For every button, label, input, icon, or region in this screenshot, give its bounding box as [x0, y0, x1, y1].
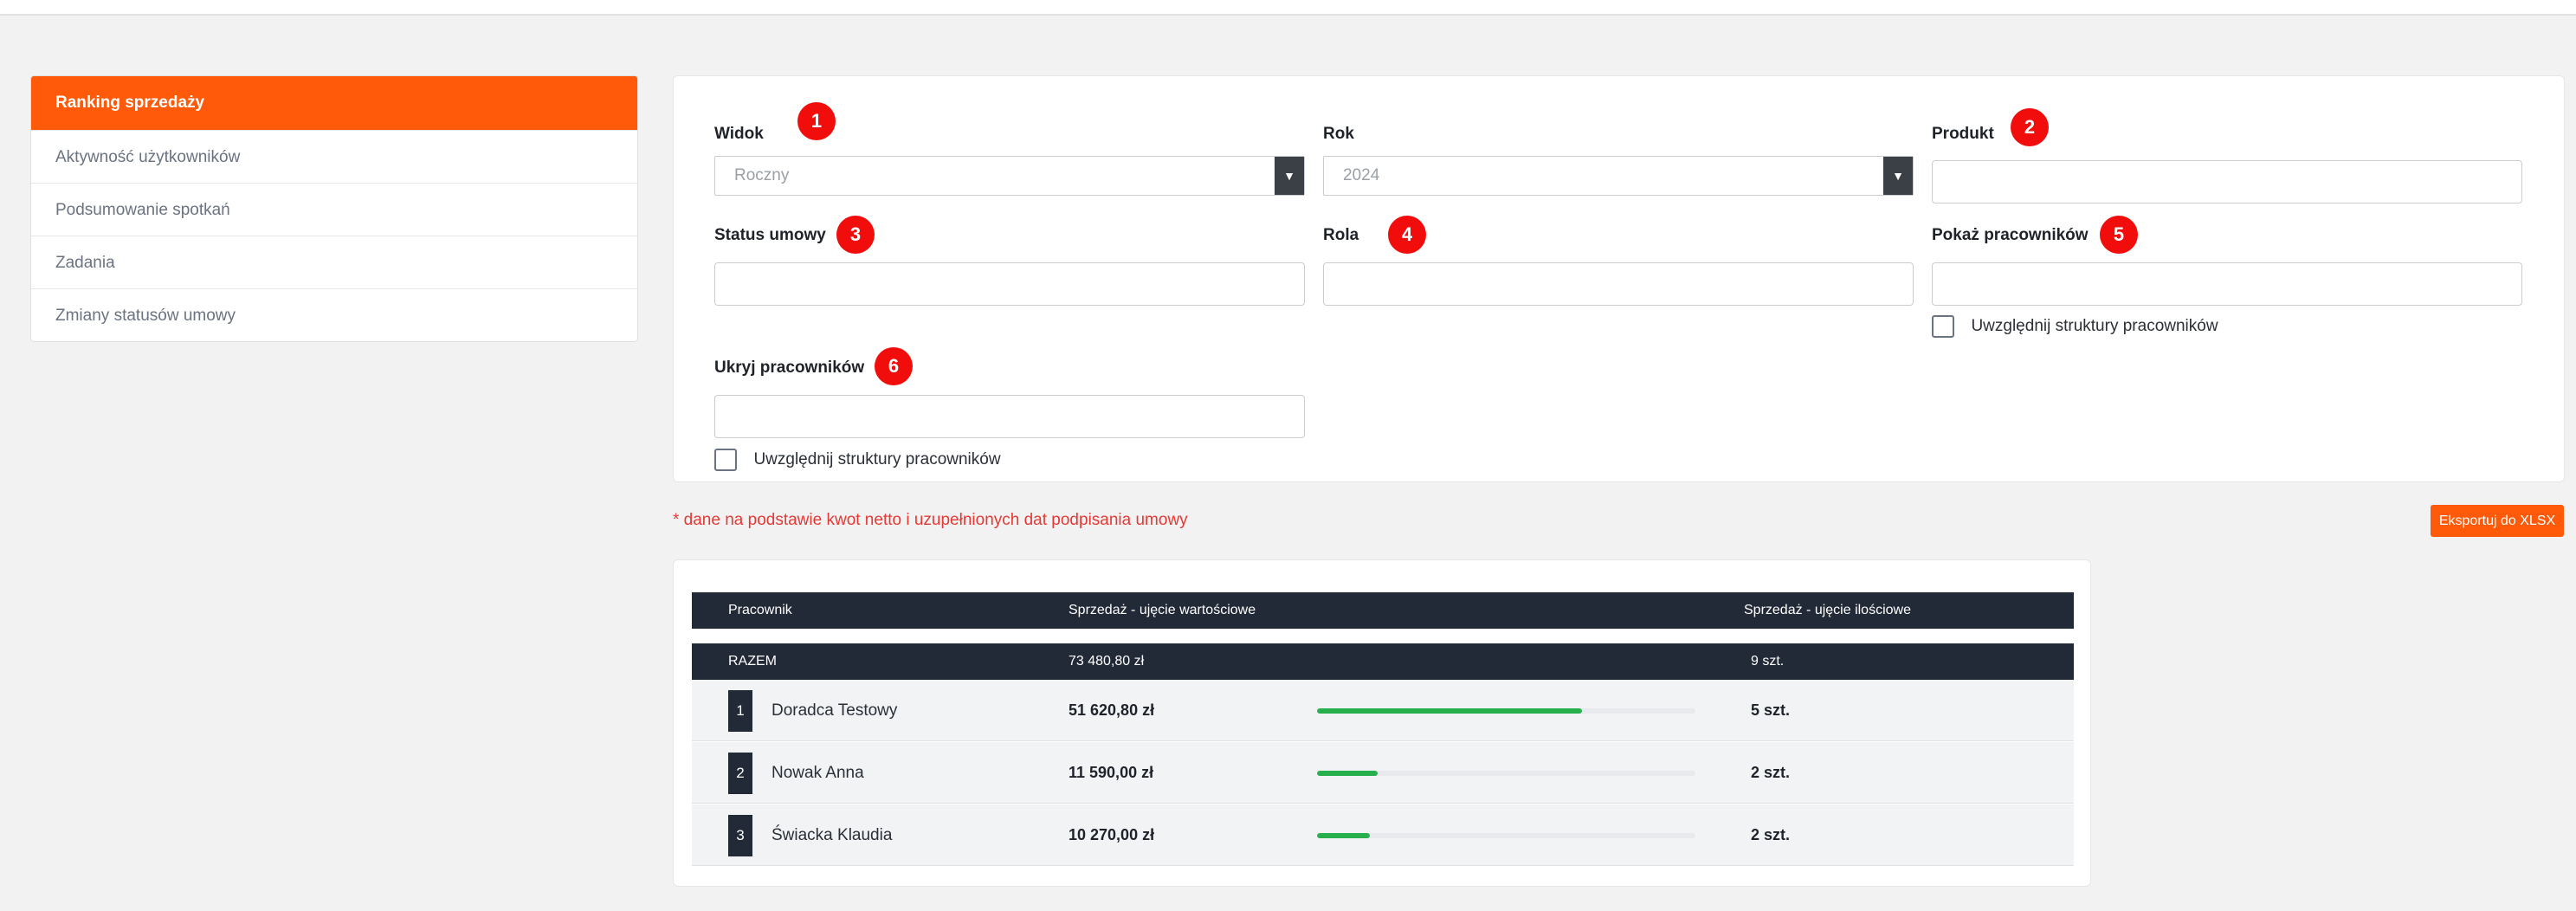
view-select[interactable]: Roczny ▼ — [714, 156, 1305, 196]
marker-badge-6: 6 — [875, 347, 913, 385]
rank-badge: 1 — [728, 690, 752, 732]
sidebar-item-sales-ranking[interactable]: Ranking sprzedaży — [31, 76, 637, 130]
rank-badge: 3 — [728, 815, 752, 856]
hide-employees-label: Ukryj pracowników — [714, 359, 865, 377]
export-xlsx-button[interactable]: Eksportuj do XLSX — [2431, 505, 2564, 537]
hide-employees-structure-option[interactable]: Uwzględnij struktury pracowników — [714, 449, 1001, 471]
employee-name: Doradca Testowy — [772, 701, 898, 720]
sales-share-bar — [1317, 708, 1695, 714]
sidebar-item-tasks[interactable]: Zadania — [31, 236, 637, 288]
report-sidebar: Ranking sprzedaży Aktywność użytkowników… — [30, 75, 638, 342]
marker-badge-5: 5 — [2100, 216, 2138, 254]
total-label: RAZEM — [728, 654, 777, 669]
sales-qty: 2 szt. — [1751, 764, 1791, 781]
sidebar-item-meetings-summary[interactable]: Podsumowanie spotkań — [31, 183, 637, 236]
year-select-value: 2024 — [1343, 166, 1380, 184]
employee-name: Świacka Klaudia — [772, 826, 893, 844]
table-row: 2 Nowak Anna 11 590,00 zł 2 szt. — [692, 742, 2074, 804]
data-basis-note: * dane na podstawie kwot netto i uzupełn… — [673, 511, 1188, 529]
total-row: RAZEM 73 480,80 zł 9 szt. — [692, 643, 2074, 680]
hide-employees-field: Ukryj pracowników 6 Uwzględnij struktury… — [714, 321, 1305, 471]
view-label: Widok — [714, 125, 764, 143]
show-employees-field: Pokaż pracowników 5 Uwzględnij struktury… — [1932, 189, 2522, 338]
filters-panel: Widok 1 Roczny ▼ Rok 2024 ▼ Produkt 2 St… — [673, 75, 2565, 482]
sales-value: 51 620,80 zł — [1068, 701, 1155, 719]
show-employees-structure-label: Uwzględnij struktury pracowników — [1971, 317, 2218, 335]
sales-qty: 5 szt. — [1751, 701, 1791, 719]
marker-badge-3: 3 — [836, 216, 875, 254]
hide-employees-structure-checkbox[interactable] — [714, 449, 737, 471]
table-row: 3 Świacka Klaudia 10 270,00 zł 2 szt. — [692, 804, 2074, 866]
sidebar-item-contract-status-changes[interactable]: Zmiany statusów umowy — [31, 288, 637, 341]
contract-status-label: Status umowy — [714, 226, 826, 244]
sales-qty: 2 szt. — [1751, 826, 1791, 843]
table-header: Pracownik Sprzedaż - ujęcie wartościowe … — [692, 592, 2074, 629]
product-input[interactable] — [1932, 160, 2522, 204]
show-employees-input[interactable] — [1932, 262, 2522, 306]
show-employees-label: Pokaż pracowników — [1932, 226, 2089, 244]
header-value-sales: Sprzedaż - ujęcie wartościowe — [1068, 603, 1256, 617]
dropdown-arrow-icon[interactable]: ▼ — [1275, 157, 1304, 195]
table-row: 1 Doradca Testowy 51 620,80 zł 5 szt. — [692, 680, 2074, 741]
total-value: 73 480,80 zł — [1068, 654, 1145, 669]
view-field: Widok 1 Roczny ▼ — [714, 100, 1305, 196]
show-employees-structure-option[interactable]: Uwzględnij struktury pracowników — [1932, 315, 2218, 338]
sales-share-bar-fill — [1317, 833, 1371, 838]
sales-value: 11 590,00 zł — [1068, 764, 1154, 781]
marker-badge-1: 1 — [797, 102, 836, 140]
sales-share-bar — [1317, 833, 1695, 838]
role-label: Rola — [1323, 226, 1359, 244]
contract-status-field: Status umowy 3 — [714, 189, 1305, 306]
hide-employees-input[interactable] — [714, 395, 1305, 438]
dropdown-arrow-icon[interactable]: ▼ — [1883, 157, 1913, 195]
marker-badge-2: 2 — [2011, 108, 2049, 146]
show-employees-structure-checkbox[interactable] — [1932, 315, 1954, 338]
sales-share-bar-fill — [1317, 771, 1378, 776]
employee-name: Nowak Anna — [772, 764, 864, 782]
year-select[interactable]: 2024 ▼ — [1323, 156, 1914, 196]
role-input[interactable] — [1323, 262, 1914, 306]
year-label: Rok — [1323, 125, 1354, 143]
hide-employees-structure-label: Uwzględnij struktury pracowników — [753, 450, 1001, 468]
top-bar — [0, 0, 2576, 16]
product-label: Produkt — [1932, 125, 1994, 143]
view-select-value: Roczny — [734, 166, 790, 184]
sidebar-item-user-activity[interactable]: Aktywność użytkowników — [31, 130, 637, 183]
rank-badge: 2 — [728, 753, 752, 794]
contract-status-input[interactable] — [714, 262, 1305, 306]
sales-share-bar-fill — [1317, 708, 1582, 714]
sales-value: 10 270,00 zł — [1068, 826, 1155, 843]
ranking-table: Pracownik Sprzedaż - ujęcie wartościowe … — [673, 559, 2091, 887]
header-employee: Pracownik — [728, 603, 792, 617]
marker-badge-4: 4 — [1388, 216, 1426, 254]
header-qty-sales: Sprzedaż - ujęcie ilościowe — [1744, 603, 1911, 617]
sales-share-bar — [1317, 771, 1695, 776]
role-field: Rola 4 — [1323, 189, 1914, 306]
year-field: Rok 2024 ▼ — [1323, 100, 1914, 196]
product-field: Produkt 2 — [1932, 100, 2522, 204]
total-qty: 9 szt. — [1751, 654, 1785, 669]
